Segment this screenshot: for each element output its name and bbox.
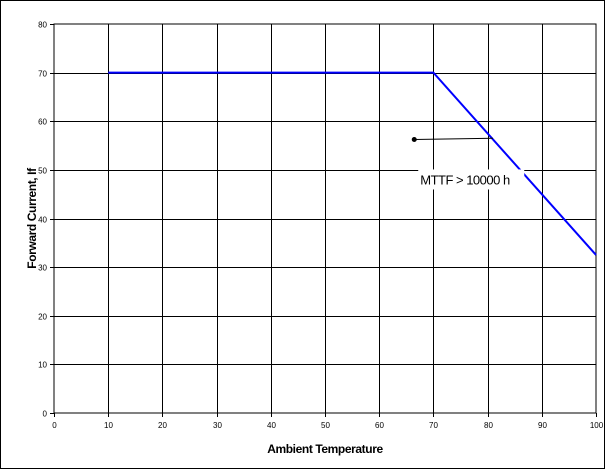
x-tick-label-10: 100 [590, 421, 604, 430]
x-tick-label-0: 0 [52, 421, 57, 430]
x-tick-label-1: 10 [104, 421, 113, 430]
x-tick-label-6: 60 [375, 421, 384, 430]
y-tick-label-7: 70 [38, 70, 47, 79]
grid-lines [54, 24, 596, 413]
y-axis-label: Forward Current, If [25, 167, 39, 269]
x-tick-labels: 0 10 20 30 40 50 60 70 80 90 100 [52, 421, 603, 430]
x-axis-label: Ambient Temperature [267, 442, 383, 456]
x-tick-label-2: 20 [158, 421, 167, 430]
x-tick-label-5: 50 [321, 421, 330, 430]
y-tick-label-1: 10 [38, 361, 47, 370]
y-tick-labels: 0 10 20 30 40 50 60 70 80 [38, 21, 47, 419]
y-tick-label-2: 20 [38, 313, 47, 322]
annotation-label-0: MTTF > 10000 h [420, 172, 510, 187]
axes [50, 23, 597, 417]
x-tick-label-3: 30 [213, 421, 222, 430]
annotation-leader-line-0 [414, 137, 494, 140]
series-group [108, 71, 597, 256]
y-tick-label-6: 60 [38, 118, 47, 127]
y-tick-label-0: 0 [43, 410, 48, 419]
x-tick-label-7: 70 [429, 421, 438, 430]
annotation-group: MTTF > 10000 h [411, 136, 525, 190]
x-tick-label-9: 90 [538, 421, 547, 430]
y-tick-label-5: 50 [38, 167, 47, 176]
y-tick-label-4: 40 [38, 216, 47, 225]
x-tick-label-8: 80 [484, 421, 493, 430]
y-tick-label-8: 80 [38, 21, 47, 30]
y-tick-label-3: 30 [38, 264, 47, 273]
x-tick-label-4: 40 [267, 421, 276, 430]
annotation-label-background-0 [418, 169, 525, 190]
annotation-dot-0 [411, 136, 417, 142]
series-line-0 [108, 71, 597, 256]
